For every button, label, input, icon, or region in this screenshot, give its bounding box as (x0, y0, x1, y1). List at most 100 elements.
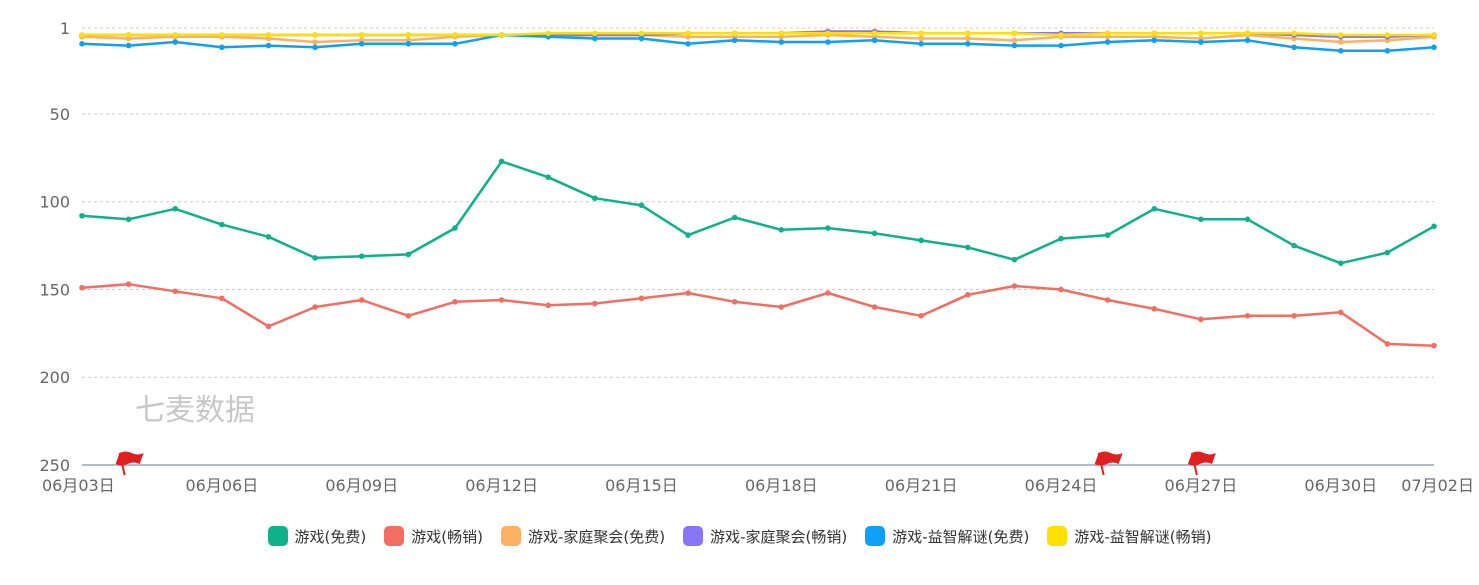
data-point (1011, 256, 1018, 263)
data-point (825, 39, 831, 45)
legend-item[interactable]: 游戏-家庭聚会(畅销) (683, 526, 847, 547)
data-point (312, 304, 318, 310)
legend-item[interactable]: 游戏-益智解谜(免费) (865, 526, 1029, 547)
legend-swatch (1047, 526, 1068, 546)
data-point (545, 174, 552, 180)
legend-swatch (384, 526, 405, 546)
data-point (964, 30, 971, 37)
legend-item[interactable]: 游戏(免费) (267, 526, 366, 547)
legend-label: 游戏-家庭聚会(免费) (527, 527, 666, 546)
data-point (871, 30, 878, 37)
data-point (918, 35, 924, 42)
data-point (452, 40, 458, 47)
data-point (685, 40, 691, 47)
series-0 (79, 158, 1437, 266)
x-tick-label: 06月18日 (745, 476, 818, 495)
data-point (1011, 42, 1018, 49)
x-tick-label: 06月12日 (465, 476, 538, 495)
data-point (1151, 37, 1158, 44)
flag-icon (115, 451, 144, 476)
data-point (778, 304, 785, 310)
y-tick-label: 250 (39, 456, 70, 475)
data-point (265, 32, 272, 38)
data-point (592, 300, 598, 307)
series-line (81, 160, 1435, 265)
data-point (172, 39, 179, 45)
series-1 (79, 281, 1437, 349)
data-point (125, 281, 132, 288)
legend: 游戏(免费) 游戏(畅销) 游戏-家庭聚会(免费) 游戏-家庭聚会(畅销) 游戏-益智解… (0, 520, 1479, 552)
data-point (1384, 32, 1391, 38)
data-point (219, 221, 225, 228)
data-point (731, 214, 738, 221)
data-point (918, 40, 924, 47)
data-point (871, 37, 878, 44)
data-point (1151, 30, 1158, 37)
data-point (452, 32, 458, 38)
data-point (1198, 39, 1204, 45)
data-point (871, 304, 878, 310)
data-point (219, 295, 225, 302)
data-point (219, 44, 225, 51)
watermark-text: 七麦数据 (135, 393, 255, 428)
data-point (685, 232, 691, 238)
series-line (81, 33, 1435, 44)
data-point (312, 39, 318, 45)
data-point (1058, 235, 1064, 242)
grid-lines (82, 27, 1434, 378)
legend-swatch (500, 526, 521, 546)
data-point (1384, 341, 1391, 347)
data-point (1337, 39, 1344, 45)
data-point (638, 30, 645, 37)
data-point (1291, 313, 1297, 319)
x-tick-label: 06月06日 (185, 476, 258, 495)
x-tick-label: 06月09日 (325, 476, 398, 495)
data-point (638, 35, 645, 42)
data-point (918, 30, 924, 37)
series-line (82, 32, 1434, 37)
data-point (452, 225, 458, 231)
data-point (1058, 42, 1064, 49)
series-layer (79, 28, 1437, 349)
data-point (405, 32, 412, 38)
data-point (964, 40, 971, 47)
data-point (1011, 283, 1018, 289)
data-point (592, 30, 598, 37)
data-point (1291, 30, 1297, 37)
data-point (685, 290, 691, 296)
data-point (1244, 313, 1251, 319)
data-point (638, 202, 645, 209)
legend-label: 游戏-益智解谜(免费) (892, 527, 1030, 546)
data-point (778, 30, 785, 37)
data-point (265, 42, 272, 49)
data-point (1431, 342, 1437, 349)
data-point (1431, 44, 1437, 51)
y-tick-label: 50 (50, 105, 70, 124)
data-point (79, 212, 85, 219)
data-point (1151, 205, 1158, 212)
legend-item[interactable]: 游戏-家庭聚会(免费) (500, 526, 666, 547)
data-point (452, 298, 458, 305)
data-point (358, 297, 365, 303)
data-point (1198, 316, 1204, 323)
legend-item[interactable]: 游戏-益智解谜(畅销) (1047, 526, 1211, 547)
data-point (172, 205, 179, 212)
x-tick-label: 06月30日 (1304, 476, 1377, 495)
data-point (1384, 48, 1391, 54)
data-point (79, 32, 85, 38)
data-point (1337, 260, 1344, 266)
data-point (1337, 48, 1344, 54)
data-point (405, 251, 412, 258)
data-point (1431, 32, 1437, 38)
legend-swatch (683, 526, 704, 546)
data-point (1198, 30, 1204, 37)
legend-item[interactable]: 游戏(畅销) (384, 526, 483, 547)
data-point (1104, 232, 1111, 238)
flag-markers (115, 451, 1216, 476)
data-point (1198, 216, 1204, 223)
data-point (1058, 32, 1064, 38)
flag-icon (1187, 451, 1216, 476)
data-point (964, 35, 971, 42)
data-point (1244, 30, 1251, 37)
